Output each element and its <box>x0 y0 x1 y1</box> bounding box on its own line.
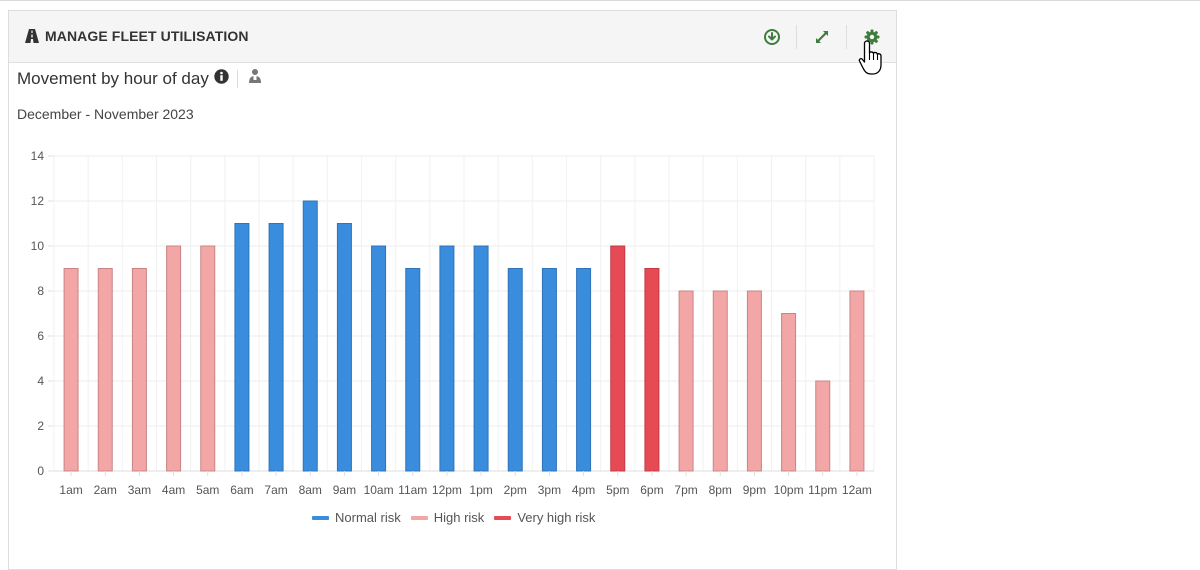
bar-4pm[interactable] <box>576 268 592 472</box>
bar-7pm[interactable] <box>678 290 694 472</box>
bar-2am[interactable] <box>97 268 113 472</box>
y-tick-label: 6 <box>37 329 44 343</box>
bar-11am[interactable] <box>405 268 421 472</box>
x-tick-label: 5am <box>196 483 219 497</box>
x-tick-label: 3pm <box>538 483 561 497</box>
x-tick-label: 5pm <box>606 483 629 497</box>
x-tick-label: 1pm <box>469 483 492 497</box>
legend-item-normal[interactable]: Normal risk <box>312 510 401 525</box>
legend-swatch <box>312 515 329 520</box>
y-tick-label: 8 <box>37 284 44 298</box>
x-tick-label: 6pm <box>640 483 663 497</box>
bar-9am[interactable] <box>336 223 352 472</box>
settings-button[interactable] <box>847 11 896 62</box>
bar-5am[interactable] <box>200 245 216 472</box>
x-tick-label: 11am <box>398 483 427 497</box>
download-icon <box>763 28 780 45</box>
bar-12pm[interactable] <box>439 245 455 472</box>
bar-12am[interactable] <box>849 290 865 472</box>
panel-header: MANAGE FLEET UTILISATION <box>9 11 896 63</box>
bar-11pm[interactable] <box>815 380 831 472</box>
header-actions <box>747 11 896 62</box>
top-divider <box>0 0 1200 1</box>
x-tick-label: 8am <box>299 483 322 497</box>
bar-8pm[interactable] <box>712 290 728 472</box>
legend-item-high[interactable]: High risk <box>410 510 485 525</box>
gear-icon <box>864 29 879 44</box>
x-tick-label: 12am <box>842 483 872 497</box>
y-tick-label: 14 <box>31 149 45 163</box>
chart-legend: Normal risk High risk Very high risk <box>312 510 605 525</box>
chart-grid <box>48 155 875 472</box>
x-tick-label: 12pm <box>432 483 462 497</box>
bar-3pm[interactable] <box>541 268 557 472</box>
info-icon[interactable] <box>214 68 229 89</box>
y-axis-ticks: 0 2 4 6 8 10 12 14 <box>31 149 45 478</box>
x-tick-label: 11pm <box>808 483 837 497</box>
header-separator <box>846 24 847 49</box>
x-tick-label: 3am <box>128 483 151 497</box>
x-tick-label: 8pm <box>709 483 732 497</box>
chart-header: Movement by hour of day <box>17 68 262 89</box>
header-separator <box>796 24 797 49</box>
legend-label: High risk <box>433 510 485 525</box>
bar-6am[interactable] <box>234 223 250 472</box>
bar-5pm[interactable] <box>610 245 626 472</box>
x-tick-label: 2pm <box>504 483 527 497</box>
road-icon <box>25 29 39 43</box>
x-tick-label: 2am <box>94 483 117 497</box>
bar-3am[interactable] <box>131 268 147 472</box>
x-tick-label: 7am <box>264 483 287 497</box>
y-tick-label: 4 <box>37 374 44 388</box>
y-tick-label: 0 <box>37 464 44 478</box>
legend-label: Normal risk <box>335 510 401 525</box>
bar-8am[interactable] <box>302 200 318 472</box>
panel-title-text: MANAGE FLEET UTILISATION <box>45 28 249 44</box>
legend-swatch <box>494 515 512 520</box>
chart-date-range: December - November 2023 <box>17 106 194 122</box>
chart-bars <box>63 200 865 472</box>
x-tick-label: 10pm <box>774 483 804 497</box>
bar-1am[interactable] <box>63 268 79 472</box>
legend-label: Very high risk <box>517 510 596 525</box>
legend-swatch <box>410 515 428 520</box>
panel-title: MANAGE FLEET UTILISATION <box>25 28 249 44</box>
expand-icon <box>815 30 828 43</box>
x-tick-label: 7pm <box>674 483 697 497</box>
x-axis-ticks: 1am 2am 3am 4am 5am 6am 7am 8am 9am 10am 11am 12pm 1… <box>59 471 872 497</box>
bar-1pm[interactable] <box>473 245 489 472</box>
bar-2pm[interactable] <box>507 268 523 472</box>
x-tick-label: 10am <box>364 483 394 497</box>
legend-item-very_high[interactable]: Very high risk <box>494 510 595 525</box>
x-tick-label: 4pm <box>572 483 595 497</box>
bar-10pm[interactable] <box>781 313 797 472</box>
x-tick-label: 1am <box>59 483 82 497</box>
x-tick-label: 6am <box>230 483 253 497</box>
subhead-separator <box>236 69 238 88</box>
y-tick-label: 2 <box>37 419 44 433</box>
bar-7am[interactable] <box>268 223 284 472</box>
x-tick-label: 9am <box>333 483 356 497</box>
bar-9pm[interactable] <box>746 290 762 472</box>
x-tick-label: 4am <box>162 483 185 497</box>
chart-title: Movement by hour of day <box>17 68 209 88</box>
bar-10am[interactable] <box>371 245 387 472</box>
expand-button[interactable] <box>797 11 846 62</box>
bar-4am[interactable] <box>166 245 182 472</box>
user-icon[interactable] <box>248 68 262 89</box>
download-button[interactable] <box>747 11 796 62</box>
y-tick-label: 10 <box>31 239 45 253</box>
bar-6pm[interactable] <box>644 268 660 472</box>
x-tick-label: 9pm <box>743 483 766 497</box>
y-tick-label: 12 <box>31 194 45 208</box>
hand-cursor-icon <box>858 39 884 82</box>
